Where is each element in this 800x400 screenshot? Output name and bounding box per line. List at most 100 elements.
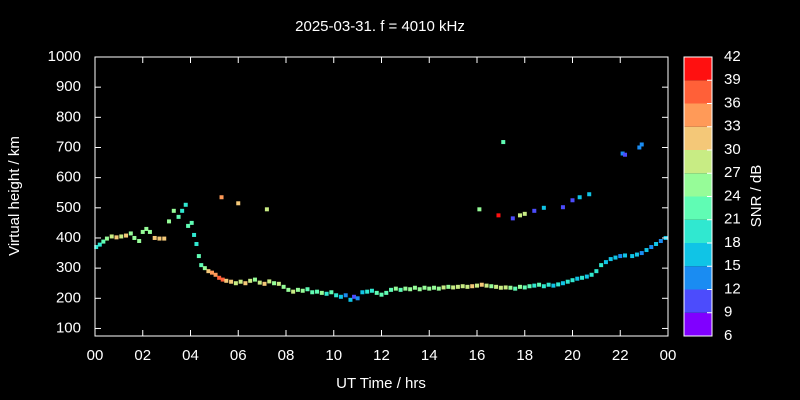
data-point [494,284,499,289]
data-point [489,284,494,289]
data-point [152,235,157,240]
data-point [324,291,329,296]
data-point [119,234,124,239]
data-point [343,293,348,298]
y-tick-label: 800 [56,108,81,125]
data-point [219,195,224,200]
data-point [199,263,204,268]
data-point [186,223,191,228]
data-point [315,289,320,294]
colorbar-tick-label: 39 [724,71,741,88]
data-point [570,198,575,203]
colorbar-band [684,266,712,290]
data-point [157,236,162,241]
data-point [97,242,102,247]
colorbar-tick-label: 33 [724,118,741,135]
y-tick-label: 400 [56,229,81,246]
data-point [427,286,432,291]
data-point [124,233,129,238]
data-point [503,285,508,290]
data-point [194,242,199,247]
data-point [167,219,172,224]
colorbar-band [684,289,712,313]
data-point [422,285,427,290]
y-tick-label: 300 [56,259,81,276]
x-tick-label: 02 [134,347,151,364]
data-point [114,235,119,240]
data-point [436,286,441,291]
data-point [565,279,570,284]
data-point [389,287,394,292]
data-point [537,282,542,287]
data-point [338,294,343,299]
data-point [264,207,269,212]
data-point [137,238,142,243]
data-point [541,284,546,289]
x-tick-label: 08 [278,347,295,364]
data-point [532,283,537,288]
data-point [236,201,241,206]
data-point [209,270,214,275]
data-point [206,269,211,274]
data-point [446,284,451,289]
data-point [248,278,253,283]
data-point [171,208,176,213]
data-point [570,278,575,283]
y-tick-label: 1000 [48,48,81,65]
x-tick-label: 20 [564,347,581,364]
data-point [577,195,582,200]
data-point [305,287,310,292]
x-tick-label: 00 [87,347,104,364]
data-point [257,280,262,285]
data-point [189,220,194,225]
data-point [517,284,522,289]
data-point [575,276,580,281]
data-point [217,275,222,280]
data-point [634,252,639,257]
data-point [589,272,594,277]
y-tick-label: 700 [56,138,81,155]
colorbar-tick-label: 30 [724,141,741,158]
data-point [243,281,248,286]
data-point [276,281,281,286]
colorbar-tick-label: 18 [724,234,741,251]
data-point [128,231,133,236]
data-point [587,192,592,197]
data-point [252,277,257,282]
x-tick-label: 22 [612,347,629,364]
data-point [310,290,315,295]
data-point [220,277,225,282]
data-point [286,287,291,292]
data-point [393,286,398,291]
colorbar-band [684,196,712,220]
colorbar-tick-label: 24 [724,187,741,204]
data-point [594,269,599,274]
data-point [639,251,644,256]
colorbar-band [684,150,712,174]
data-point [365,289,370,294]
data-point [101,239,106,244]
data-point [618,254,623,259]
data-point [192,232,197,237]
data-point [272,281,277,286]
data-point [522,211,527,216]
y-tick-label: 900 [56,78,81,95]
data-point [603,260,608,265]
colorbar-band [684,219,712,243]
data-point [162,236,167,241]
data-point [334,293,339,298]
y-tick-label: 200 [56,289,81,306]
data-point [319,290,324,295]
colorbar-tick-label: 21 [724,211,741,228]
plot-area [94,140,668,302]
data-point [291,289,296,294]
data-point [355,296,360,301]
data-point [532,208,537,213]
data-point [501,140,506,145]
data-point [584,274,589,279]
data-point [412,285,417,290]
data-point [233,281,238,286]
data-point [599,263,604,268]
data-point [658,238,663,243]
